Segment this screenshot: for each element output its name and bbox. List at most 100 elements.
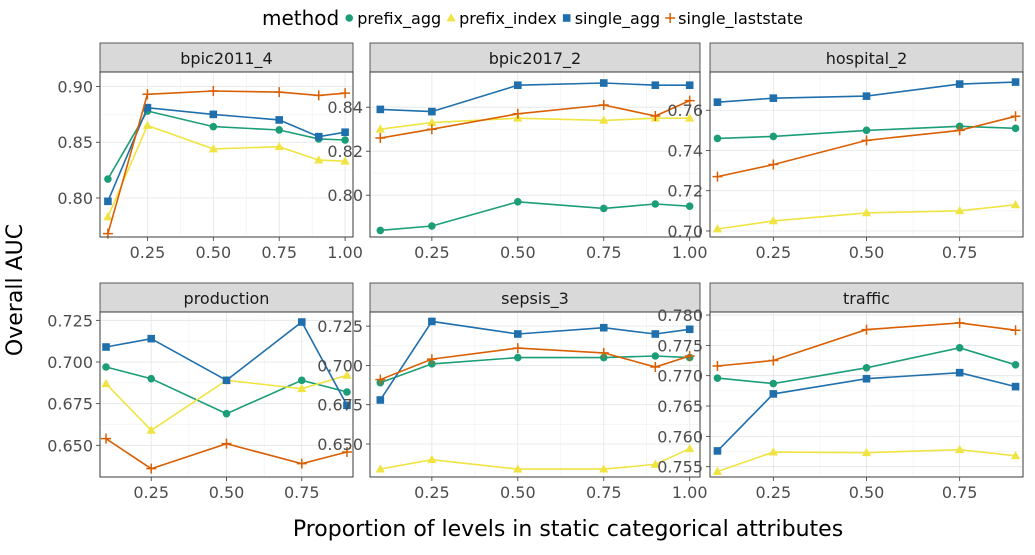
series-prefix-agg	[376, 198, 694, 235]
series-prefix-index	[712, 444, 1021, 475]
data-point	[314, 132, 323, 141]
legend-label-single-agg: single_agg	[575, 9, 660, 29]
legend-item-single-laststate: single_laststate	[665, 9, 803, 29]
data-point	[768, 355, 779, 366]
series-single-laststate	[102, 85, 351, 239]
x-tick-label: 0.50	[500, 483, 536, 502]
data-point	[514, 81, 522, 89]
data-point	[376, 226, 385, 235]
data-point	[513, 464, 523, 473]
legend-key-single-laststate	[665, 13, 676, 23]
x-tick-label: 0.25	[414, 483, 450, 502]
data-point	[376, 105, 385, 114]
data-point	[297, 318, 306, 326]
series-prefix-index	[375, 443, 695, 473]
y-tick-label: 0.72	[667, 182, 703, 201]
data-point	[103, 212, 113, 221]
y-tick-label: 0.770	[657, 367, 703, 386]
data-point	[1011, 78, 1020, 86]
data-point	[514, 353, 522, 362]
data-point	[712, 171, 723, 182]
data-point	[342, 370, 352, 379]
x-tick-label: 0.75	[284, 483, 320, 502]
series-single-agg	[376, 317, 694, 404]
x-tick-label: 0.75	[586, 483, 622, 502]
data-point	[685, 113, 695, 122]
series-line	[380, 200, 690, 232]
data-point	[209, 110, 218, 119]
plot-area	[369, 311, 701, 478]
data-point	[650, 111, 661, 121]
panel-title: bpic2017_2	[489, 49, 581, 69]
series-line	[107, 106, 346, 202]
data-point	[713, 374, 722, 382]
y-tick-label: 0.90	[57, 77, 93, 96]
data-point	[598, 347, 609, 358]
x-tick-label: 0.25	[133, 483, 169, 502]
data-point	[147, 374, 156, 383]
data-point	[862, 374, 871, 383]
series-prefix-agg	[713, 343, 1020, 388]
series-single-agg	[104, 103, 349, 206]
y-tick-label: 0.700	[317, 356, 363, 375]
plot-area	[369, 71, 701, 238]
panel-production: production 0.25 0.50 0.75 0.650 0.675 0.700 0.7…	[47, 282, 354, 502]
data-point	[313, 90, 324, 101]
panel-hospital-2: hospital_2 0.25 0.50 0.75 0.70 0.72 0.74 0.76	[667, 42, 1024, 262]
series-prefix-index	[712, 200, 1021, 233]
panel-border	[99, 71, 354, 238]
data-point	[1011, 382, 1020, 391]
data-point	[343, 401, 351, 410]
data-point	[861, 447, 872, 457]
legend-item-prefix-index: prefix_index	[446, 9, 557, 29]
data-point	[142, 89, 153, 100]
data-point	[1010, 200, 1021, 209]
legend-key-prefix-agg	[345, 14, 354, 22]
data-point	[341, 136, 349, 144]
legend-item-single-agg: single_agg	[562, 9, 660, 29]
legend-label-single-laststate: single_laststate	[678, 9, 803, 29]
data-point	[650, 459, 660, 468]
data-point	[599, 464, 609, 473]
y-tick-label: 0.650	[317, 435, 363, 454]
x-axis-label: Proportion of levels in static categoric…	[293, 517, 843, 542]
legend-title: method	[262, 6, 339, 30]
data-point	[651, 352, 660, 360]
data-point	[685, 325, 694, 334]
data-point	[769, 379, 778, 388]
series-single-agg	[376, 79, 694, 116]
data-point	[209, 122, 218, 131]
panel-strip	[99, 282, 354, 313]
data-point	[650, 362, 661, 372]
data-point	[102, 363, 110, 371]
data-point	[221, 438, 232, 449]
data-point	[275, 126, 284, 134]
x-tick-label: 1.00	[672, 243, 708, 262]
data-point	[341, 128, 349, 137]
legend: method prefix_agg prefix_index single_agg s…	[262, 6, 803, 30]
data-point	[296, 458, 307, 469]
data-point	[101, 378, 111, 388]
y-tick-label: 0.80	[327, 186, 363, 205]
data-point	[599, 323, 608, 332]
x-tick-label: 0.75	[942, 243, 978, 262]
x-tick-label: 0.25	[756, 483, 792, 502]
data-point	[599, 204, 608, 213]
panel-strip	[369, 282, 701, 313]
data-point	[712, 466, 723, 475]
series-single-laststate	[712, 317, 1021, 371]
y-tick-label: 0.700	[47, 353, 93, 372]
data-point	[768, 159, 779, 170]
panel-strip	[709, 282, 1024, 313]
panel-title: bpic2011_4	[180, 49, 272, 69]
data-point	[862, 92, 871, 100]
legend-item-prefix-agg: prefix_agg	[345, 9, 441, 29]
panel-strip	[99, 42, 354, 73]
data-point	[314, 155, 324, 164]
y-tick-label: 0.650	[47, 436, 93, 455]
data-point	[768, 447, 778, 456]
data-point	[598, 100, 609, 110]
series-line	[380, 355, 690, 384]
facet-panels: bpic2011_40.25 0.50 0.75 1.000.800.850.90bp…	[47, 42, 1024, 502]
data-point	[713, 447, 722, 455]
